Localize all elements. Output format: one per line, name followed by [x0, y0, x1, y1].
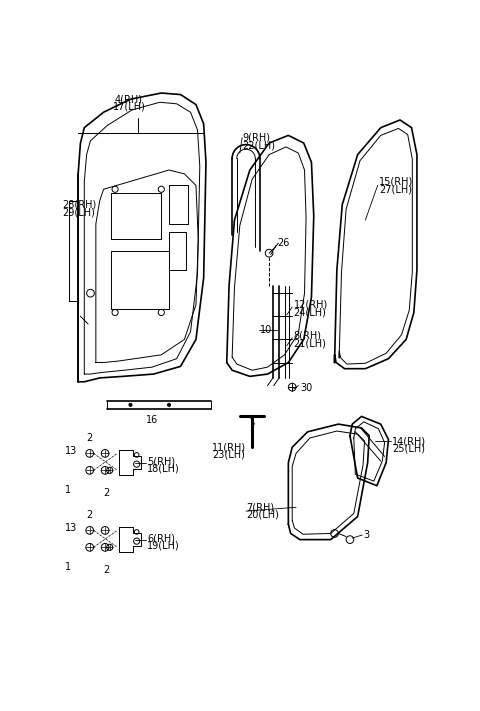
Text: 7(RH): 7(RH): [246, 502, 274, 513]
Text: 6(RH): 6(RH): [147, 533, 176, 543]
Text: 4(RH): 4(RH): [115, 94, 143, 105]
Text: 9(RH): 9(RH): [242, 133, 270, 143]
Text: 2: 2: [86, 433, 92, 443]
Circle shape: [129, 403, 132, 407]
Text: 5(RH): 5(RH): [147, 456, 176, 466]
Text: 2: 2: [86, 510, 92, 520]
Text: 2: 2: [104, 565, 110, 575]
Text: 15(RH): 15(RH): [379, 176, 413, 186]
Text: 30: 30: [300, 383, 312, 393]
Text: 29(LH): 29(LH): [63, 208, 96, 218]
Text: 1: 1: [65, 562, 71, 572]
Text: 27(LH): 27(LH): [379, 184, 412, 194]
Text: 25(LH): 25(LH): [392, 444, 425, 454]
Text: 21(LH): 21(LH): [294, 338, 326, 348]
Text: 23(LH): 23(LH): [213, 450, 245, 460]
Text: 1: 1: [65, 485, 71, 495]
Text: 12(RH): 12(RH): [294, 300, 328, 310]
Text: 28(RH): 28(RH): [63, 200, 97, 210]
Text: 17(LH): 17(LH): [112, 102, 145, 112]
Text: 11(RH): 11(RH): [212, 442, 246, 452]
Text: 13: 13: [65, 446, 77, 456]
Text: 2: 2: [104, 488, 110, 498]
Text: 26: 26: [277, 238, 289, 248]
Text: 14(RH): 14(RH): [392, 436, 426, 446]
Text: 22(LH): 22(LH): [242, 140, 275, 151]
Circle shape: [168, 403, 170, 407]
Text: 18(LH): 18(LH): [147, 464, 180, 474]
Text: 8(RH): 8(RH): [294, 331, 322, 341]
Text: 3: 3: [364, 530, 370, 540]
Text: 10: 10: [260, 325, 272, 335]
Text: 20(LH): 20(LH): [246, 510, 279, 520]
Text: 16: 16: [146, 415, 158, 425]
Text: 19(LH): 19(LH): [147, 541, 180, 551]
Text: 13: 13: [65, 523, 77, 533]
Text: 24(LH): 24(LH): [294, 307, 326, 318]
